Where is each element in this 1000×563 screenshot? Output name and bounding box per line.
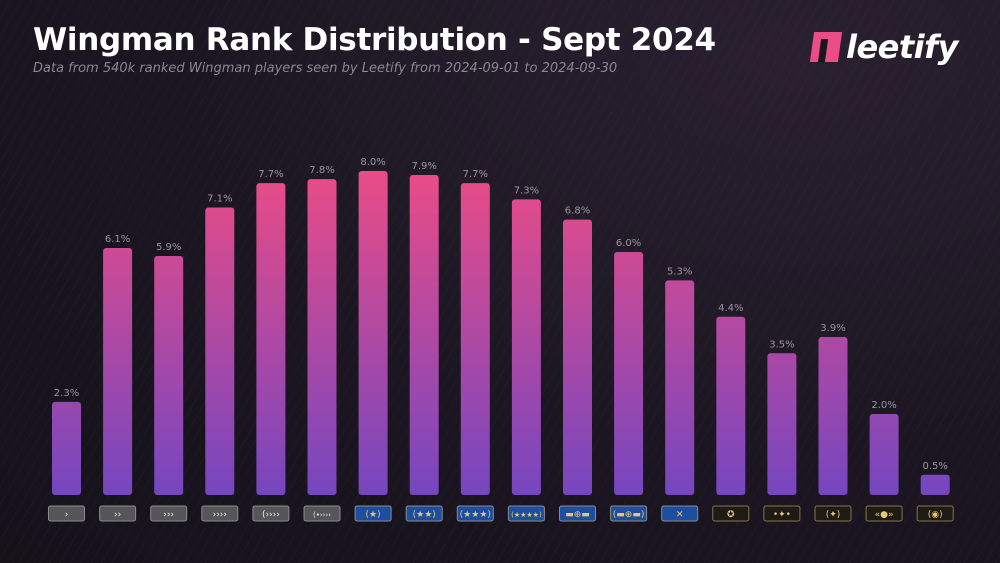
rank-badge-glyph: ✕ — [676, 510, 684, 520]
data-label: 4.4% — [718, 303, 743, 314]
leetify-logo: leetify — [809, 28, 958, 66]
rank-badge-glyph: •✦• — [773, 510, 791, 520]
data-label: 6.8% — [565, 206, 590, 217]
rank-badge-glyph: (★★) — [413, 510, 436, 520]
rank-badge-glyph: ›› — [114, 510, 121, 520]
data-label: 5.9% — [156, 242, 181, 253]
silver-2-icon: ›› — [99, 505, 137, 522]
bar — [665, 280, 695, 495]
page-title: Wingman Rank Distribution - Sept 2024 — [33, 22, 716, 58]
bar — [307, 179, 337, 495]
leetify-logo-text: leetify — [846, 28, 958, 66]
master-guardian-2-icon: (▬⊕▬) — [610, 505, 648, 522]
bar — [511, 199, 541, 495]
bar — [614, 252, 644, 495]
data-label: 7.7% — [258, 169, 283, 180]
bar — [920, 474, 950, 495]
data-label: 2.0% — [871, 400, 896, 411]
global-elite-icon: (◉) — [916, 505, 954, 522]
page-subtitle: Data from 540k ranked Wingman players se… — [33, 61, 618, 76]
bar — [563, 219, 592, 495]
rank-badge-glyph: ›››› — [213, 510, 227, 520]
data-label: 8.0% — [360, 157, 385, 168]
data-label: 6.0% — [616, 238, 641, 249]
master-guardian-elite-icon: ✕ — [661, 505, 699, 522]
data-label: 6.1% — [105, 234, 130, 245]
rank-badge-glyph: › — [65, 510, 69, 520]
silver-elite-icon: (›››› — [252, 505, 290, 522]
distinguished-master-guardian-icon: ✪ — [712, 505, 750, 522]
data-label: 2.3% — [54, 388, 79, 399]
gold-nova-2-icon: (★★) — [405, 505, 443, 522]
data-label: 0.5% — [922, 461, 947, 472]
bar — [205, 207, 235, 495]
rank-badge-glyph: (★) — [366, 510, 381, 520]
rank-badge-glyph: ✪ — [727, 510, 735, 520]
data-label: 7.8% — [309, 165, 334, 176]
bar — [869, 414, 899, 495]
rank-badge-glyph: ››› — [163, 510, 174, 520]
rank-badge-glyph: «●» — [875, 510, 894, 520]
silver-elite-master-icon: (•›››› — [303, 505, 341, 522]
silver-4-icon: ›››› — [201, 505, 239, 522]
rank-badge-glyph: (▬⊕▬) — [613, 510, 645, 520]
data-label: 7.9% — [411, 161, 436, 172]
rank-badge-glyph: (›››› — [262, 510, 280, 520]
data-label: 3.9% — [820, 323, 845, 334]
gold-nova-master-icon: (★★★★) — [507, 505, 545, 522]
bar — [154, 256, 184, 495]
rank-badge-glyph: ▬⊕▬ — [565, 510, 590, 520]
bar — [103, 247, 133, 495]
master-guardian-1-icon: ▬⊕▬ — [559, 505, 596, 522]
data-label: 3.5% — [769, 339, 794, 350]
gold-nova-1-icon: (★) — [354, 505, 392, 522]
rank-badge-glyph: (•›››› — [313, 511, 331, 519]
bar — [256, 183, 286, 495]
rank-badge-glyph: (◉) — [928, 510, 943, 520]
legendary-eagle-icon: •✦• — [763, 505, 801, 522]
rank-badge-glyph: (★★★★) — [511, 511, 542, 519]
bar — [767, 353, 797, 495]
bar — [358, 171, 388, 495]
data-label: 7.3% — [514, 185, 539, 196]
rank-badge-glyph: (✦) — [826, 510, 841, 520]
rank-badge-glyph: (★★★) — [460, 510, 491, 520]
legendary-eagle-master-icon: (✦) — [814, 505, 852, 522]
silver-1-icon: › — [48, 505, 85, 522]
silver-3-icon: ››› — [150, 505, 188, 522]
bar — [818, 337, 848, 495]
data-label: 7.7% — [463, 169, 488, 180]
data-label: 7.1% — [207, 193, 232, 204]
bar — [409, 175, 439, 496]
data-label: 5.3% — [667, 266, 692, 277]
bar — [52, 401, 81, 495]
bar — [460, 183, 490, 495]
supreme-master-first-class-icon: «●» — [865, 505, 903, 522]
bar — [716, 316, 746, 495]
gold-nova-3-icon: (★★★) — [456, 505, 494, 522]
